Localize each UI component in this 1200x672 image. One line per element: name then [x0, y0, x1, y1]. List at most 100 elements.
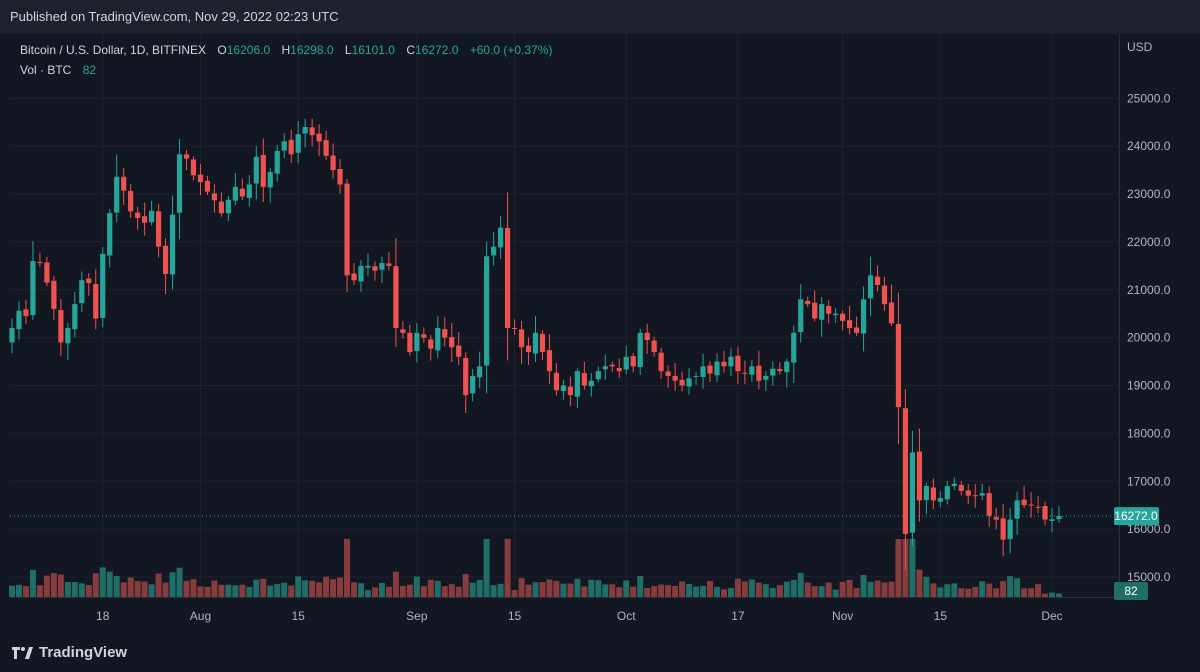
volume-bar [986, 583, 993, 597]
candle-down [888, 302, 895, 324]
candle-up [714, 361, 720, 376]
candle-down [407, 332, 413, 353]
candle-up [246, 184, 252, 198]
volume-bar [141, 581, 148, 597]
volume-bar [476, 579, 483, 597]
candle-down [847, 320, 853, 329]
volume-bar [790, 579, 797, 597]
volume-bar [1056, 593, 1062, 597]
volume-bar [916, 569, 923, 597]
candle-down [1035, 506, 1041, 508]
volume-bar [274, 583, 281, 597]
candle-up [937, 498, 943, 502]
volume-bar [707, 581, 713, 597]
volume-bar [825, 582, 832, 597]
candle-down [23, 309, 29, 317]
candle-up [700, 366, 706, 377]
candle-down [707, 365, 713, 374]
volume-bar [602, 584, 609, 597]
candle-down [853, 327, 860, 333]
header-bar: Published on TradingView.com, Nov 29, 20… [0, 0, 1200, 34]
volume-bar [169, 572, 176, 597]
volume-bar [302, 580, 309, 597]
tradingview-logo[interactable]: TradingView [12, 644, 127, 661]
last-price-badge: 16272.0 [1114, 507, 1159, 526]
volume-bar [225, 584, 232, 597]
volume-bar [351, 582, 358, 597]
volume-bar [176, 567, 183, 597]
candle-down [756, 365, 762, 381]
candle-down [1028, 504, 1034, 506]
volume-bar [595, 580, 602, 597]
candle-down [58, 310, 64, 343]
candle-down [665, 371, 671, 376]
candle-down [546, 350, 553, 372]
candle-up [1007, 519, 1013, 540]
legend-low-label: L [344, 43, 352, 57]
chart-legend: Bitcoin / U.S. Dollar, 1D, BITFINEX O162… [20, 40, 552, 80]
candle-up [791, 332, 797, 363]
volume-bar [958, 588, 965, 597]
time-tick-label: Sep [406, 609, 428, 623]
legend-symbol: Bitcoin / U.S. Dollar, 1D, BITFINEX [20, 43, 207, 57]
volume-bar [427, 579, 434, 597]
price-axis[interactable] [1119, 34, 1200, 597]
candle-up [867, 275, 874, 299]
candle-down [1021, 499, 1027, 506]
legend-ohlc-row: Bitcoin / U.S. Dollar, 1D, BITFINEX O162… [20, 40, 552, 60]
candle-up [72, 304, 78, 330]
candle-down [330, 155, 336, 171]
candle-up [784, 361, 790, 373]
candle-up [491, 246, 497, 256]
volume-bar [874, 580, 881, 597]
volume-bar [993, 588, 1000, 597]
volume-bar [392, 571, 399, 597]
volume-bar [120, 582, 127, 597]
candle-down [86, 278, 92, 284]
candle-down [190, 159, 197, 176]
time-axis[interactable] [10, 597, 1119, 634]
candle-up [728, 356, 734, 367]
volume-bar [413, 576, 420, 597]
volume-bar [769, 588, 776, 597]
candle-up [923, 486, 929, 501]
tradingview-logo-text: TradingView [39, 644, 128, 661]
last-volume-label: 82 [1124, 584, 1138, 598]
candle-down [930, 487, 936, 501]
time-tick-label: 17 [731, 609, 745, 623]
candle-down [442, 329, 448, 338]
candle-up [149, 210, 155, 223]
candle-up [477, 366, 483, 378]
candle-down [826, 305, 832, 314]
volume-bar [518, 578, 525, 597]
price-tick-label: 15000.0 [1127, 570, 1171, 584]
published-note: Published on TradingView.com, Nov 29, 20… [10, 9, 339, 24]
volume-bar [9, 585, 15, 597]
legend-open-label: O [217, 43, 227, 57]
volume-bar [295, 576, 302, 597]
candle-up [693, 375, 699, 377]
volume-bar [43, 575, 50, 597]
chart-pane[interactable] [10, 34, 1119, 597]
price-tick-label: 21000.0 [1127, 283, 1171, 297]
volume-bar [1021, 588, 1028, 597]
volume-bar [951, 583, 958, 597]
time-tick-label: 15 [292, 609, 306, 623]
candle-up [225, 199, 231, 214]
candle-down [881, 285, 888, 305]
legend-change: +60.0 (+0.37%) [469, 43, 553, 57]
candle-up [498, 227, 504, 248]
volume-bar [232, 585, 239, 597]
volume-bar [64, 582, 71, 597]
volume-bar [567, 583, 574, 597]
candle-down [288, 139, 294, 155]
candle-down [309, 127, 315, 136]
candle-down [972, 495, 978, 497]
volume-bar [504, 539, 511, 597]
time-tick-label: Aug [190, 609, 211, 623]
candle-down [155, 211, 162, 247]
candle-up [470, 375, 476, 394]
candle-up [951, 483, 957, 487]
volume-bar [895, 539, 902, 597]
